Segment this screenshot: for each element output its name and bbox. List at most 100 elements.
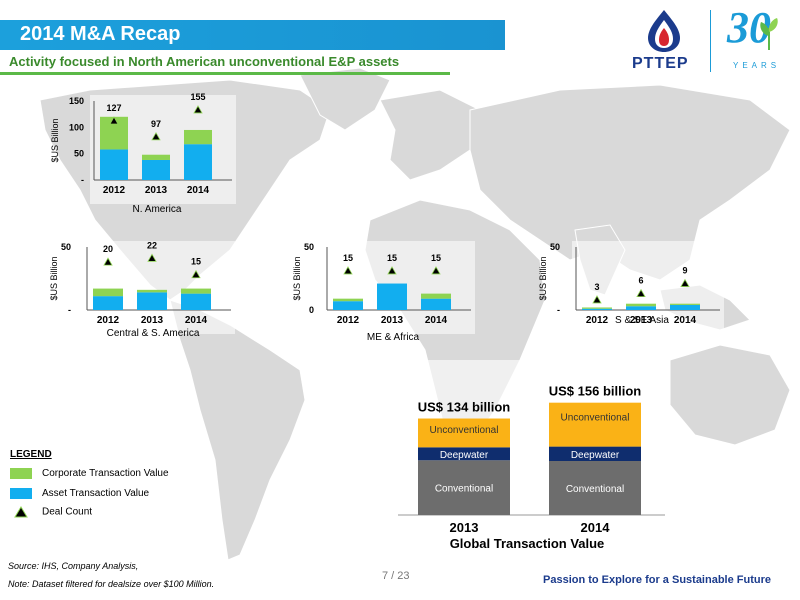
page-subtitle: Activity focused in North American uncon…	[9, 54, 400, 69]
region2-y-label: $US Billion	[292, 256, 302, 300]
logo-separator	[710, 10, 711, 72]
region0-bar-asset	[142, 159, 170, 180]
region3-deal-label: 6	[638, 276, 643, 286]
region0-deal-marker	[109, 116, 119, 125]
region1-y-tick: 50	[61, 242, 71, 252]
region1-deal-label: 20	[103, 244, 113, 254]
region0-deal-label: 97	[151, 119, 161, 129]
region2-y-tick: 0	[309, 305, 314, 315]
region2-deal-marker	[387, 266, 397, 275]
region3-bar-asset	[626, 306, 656, 310]
region3-bar-corporate	[670, 303, 700, 305]
region0-y-tick: 100	[69, 122, 84, 132]
global-total-label: US$ 134 billion	[418, 400, 511, 415]
global-segment-label: Deepwater	[571, 450, 620, 461]
region3-bar-asset	[670, 304, 700, 310]
region1-bar-corporate	[137, 289, 167, 293]
legend-item-asset: Asset Transaction Value	[10, 488, 149, 499]
global-segment-label: Conventional	[435, 484, 493, 495]
region3-title: S & SE Asia	[615, 315, 669, 326]
page-number: 7 / 23	[382, 570, 410, 582]
legend-label-deal: Deal Count	[42, 506, 93, 518]
region2-y-tick: 50	[304, 242, 314, 252]
legend-label-corporate: Corporate Transaction Value	[42, 468, 169, 480]
region0-title: N. America	[133, 204, 182, 215]
global-bar-unconventional	[549, 402, 641, 447]
legend-swatch-corporate	[10, 468, 32, 479]
region3-deal-marker	[636, 288, 646, 298]
global-x-tick: 2014	[581, 520, 611, 535]
region0-y-tick: 150	[69, 96, 84, 106]
legend-label-asset: Asset Transaction Value	[42, 488, 150, 500]
region0-y-label: $US Billion	[50, 118, 60, 162]
region0-deal-label: 127	[106, 103, 121, 113]
legend-item-corporate: Corporate Transaction Value	[10, 468, 169, 479]
region0-x-tick: 2012	[103, 185, 126, 196]
region3-x-tick: 2012	[586, 315, 609, 326]
region3-deal-label: 3	[594, 282, 599, 292]
anniversary-word: YEARS	[733, 61, 781, 70]
deal-count-icon	[14, 506, 28, 518]
global-segment-label: Conventional	[566, 484, 624, 495]
region3-bar-corporate	[626, 303, 656, 307]
region1-y-label: $US Billion	[49, 256, 59, 300]
filter-note: Note: Dataset filtered for dealsize over…	[8, 579, 215, 589]
region1-deal-marker	[147, 253, 157, 262]
region1-x-tick: 2013	[141, 315, 164, 326]
region1-x-tick: 2012	[97, 315, 120, 326]
region2-x-tick: 2013	[381, 315, 404, 326]
region2-deal-marker	[431, 266, 441, 275]
region2-bar-corporate	[333, 298, 363, 302]
global-bar-deepwater	[549, 446, 641, 461]
global-total-label: US$ 156 billion	[549, 384, 642, 399]
region1-bar-asset	[93, 296, 123, 310]
region1-bar-asset	[181, 293, 211, 310]
global-bar-deepwater	[418, 447, 510, 461]
region3-y-tick: 50	[550, 242, 560, 252]
global-chart-title: Global Transaction Value	[450, 536, 605, 551]
region2-deal-label: 15	[387, 253, 397, 263]
region1-bar-asset	[137, 292, 167, 310]
region3-bar-asset	[582, 308, 612, 310]
region1-x-tick: 2014	[185, 315, 208, 326]
region3-y-label: $US Billion	[538, 256, 548, 300]
region0-bar-asset	[184, 144, 212, 180]
region1-deal-marker	[103, 257, 113, 266]
region1-deal-label: 15	[191, 257, 201, 267]
region2-title: ME & Africa	[367, 332, 420, 343]
region0-deal-marker	[151, 132, 161, 141]
region0-y-tick: -	[81, 175, 84, 185]
region3-x-tick: 2014	[674, 315, 697, 326]
global-segment-label: Unconventional	[561, 413, 630, 424]
region1-deal-marker	[191, 269, 201, 279]
region1-plot-bg	[83, 241, 235, 334]
global-segment-label: Unconventional	[430, 425, 499, 436]
page-title: 2014 M&A Recap	[20, 23, 181, 45]
source-note: Source: IHS, Company Analysis,	[8, 561, 139, 571]
region0-bar-corporate	[142, 154, 170, 160]
region0-deal-label: 155	[190, 92, 205, 102]
region0-x-tick: 2014	[187, 185, 210, 196]
region0-bar-corporate	[184, 129, 212, 145]
region2-bar-corporate	[421, 293, 451, 299]
tagline: Passion to Explore for a Sustainable Fut…	[543, 574, 771, 586]
legend-swatch-asset	[10, 488, 32, 499]
global-bar-conventional	[549, 461, 641, 515]
region1-bar-corporate	[93, 288, 123, 297]
region1-title: Central & S. America	[107, 328, 200, 339]
region3-deal-marker	[592, 295, 602, 304]
region1-bar-corporate	[181, 288, 211, 294]
global-x-tick: 2013	[450, 520, 479, 535]
region2-bar-asset	[421, 298, 451, 310]
legend-item-deal: Deal Count	[10, 506, 92, 518]
region2-bar-asset	[377, 283, 407, 310]
pttep-logo-icon	[648, 10, 680, 52]
region1-y-tick: -	[68, 305, 71, 315]
region3-y-tick: -	[557, 305, 560, 315]
region3-deal-marker	[680, 278, 690, 287]
region3-deal-label: 9	[682, 266, 687, 276]
region2-deal-marker	[343, 266, 353, 275]
legend-title: LEGEND	[10, 449, 52, 460]
region2-x-tick: 2014	[425, 315, 448, 326]
